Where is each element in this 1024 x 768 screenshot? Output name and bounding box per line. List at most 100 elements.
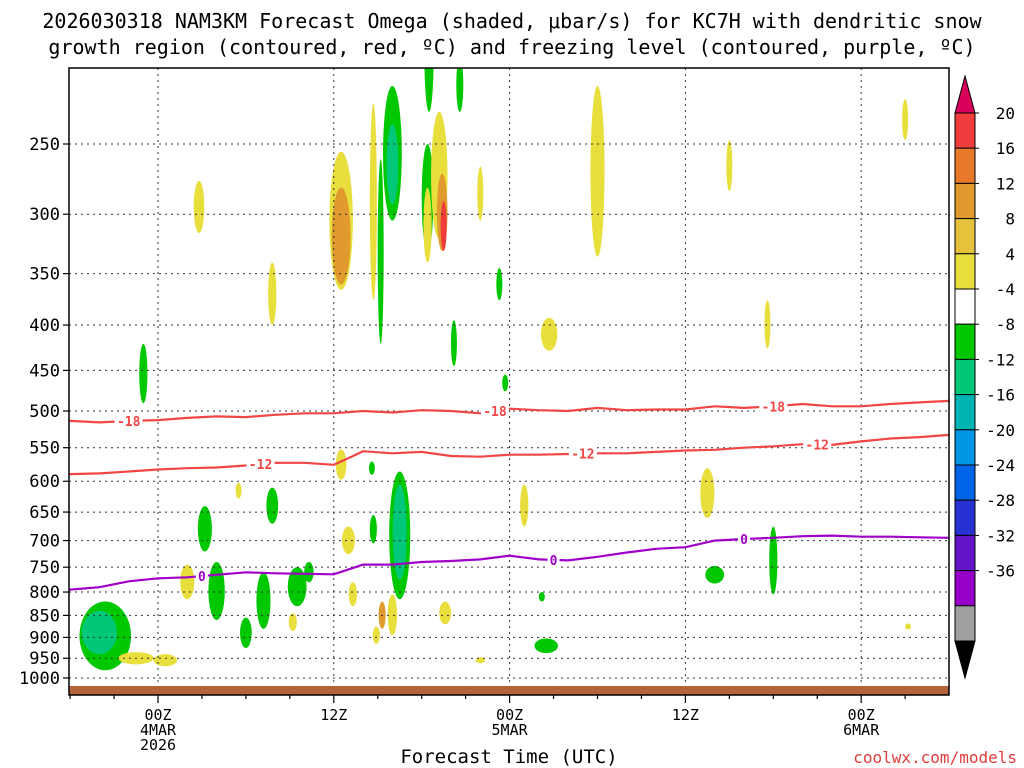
omega-blob <box>540 317 558 351</box>
colorbar-swatch <box>954 570 976 607</box>
dgz-minus12-label-bg <box>246 456 275 473</box>
omega-blob <box>369 103 377 301</box>
freezing-level-label: 0 <box>550 554 558 569</box>
omega-blob <box>235 482 242 499</box>
omega-blob <box>268 262 277 326</box>
omega-blob <box>342 526 355 555</box>
omega-blob <box>440 201 447 251</box>
colorbar-swatch <box>954 429 976 466</box>
omega-blob <box>266 487 279 524</box>
dgz-minus18-label-bg <box>114 412 143 429</box>
colorbar-label: -8 <box>996 315 1015 334</box>
colorbar-bottom-arrow <box>954 640 976 680</box>
colorbar-label: 12 <box>996 174 1015 193</box>
colorbar-label: -24 <box>986 456 1015 475</box>
y-tick-label: 650 <box>29 503 60 523</box>
omega-blob <box>764 300 771 349</box>
omega-blob <box>726 140 733 192</box>
omega-blob <box>208 562 225 620</box>
omega-blob <box>256 572 271 629</box>
x-tick-label: 2026 <box>140 736 176 754</box>
x-tick-label: 12Z <box>320 706 347 724</box>
y-tick-label: 1000 <box>19 669 60 689</box>
omega-blob <box>139 343 148 404</box>
colorbar-swatch <box>954 499 976 536</box>
chart-title-line1: 2026030318 NAM3KM Forecast Omega (shaded… <box>42 9 982 33</box>
omega-blob <box>348 582 357 607</box>
colorbar-label: -32 <box>986 526 1015 545</box>
y-tick-label: 250 <box>29 135 60 155</box>
omega-blob <box>902 99 909 141</box>
omega-blob <box>386 124 399 205</box>
omega-blob <box>475 657 485 664</box>
omega-blob <box>180 564 195 600</box>
colorbar-swatch <box>954 288 976 325</box>
y-tick-label: 800 <box>29 583 60 603</box>
omega-blob <box>387 594 398 636</box>
y-tick-label: 600 <box>29 472 60 492</box>
y-tick-label: 550 <box>29 439 60 459</box>
x-tick-label: 00Z <box>848 706 875 724</box>
omega-blob <box>439 601 452 625</box>
omega-blob <box>905 623 912 630</box>
colorbar-label: 4 <box>1005 245 1015 264</box>
omega-blob <box>502 374 509 392</box>
colorbar-swatch <box>954 112 976 149</box>
colorbar-label: 16 <box>996 139 1015 158</box>
y-tick-label: 700 <box>29 532 60 552</box>
dgz-minus18-label: -18 <box>117 415 141 430</box>
colorbar-label: -28 <box>986 491 1015 510</box>
x-axis-label: Forecast Time (UTC) <box>400 746 617 768</box>
freezing-level-label: 0 <box>740 533 748 548</box>
dgz-minus18-label-bg <box>759 398 788 415</box>
omega-blob <box>538 592 545 602</box>
dgz-minus12-label: -12 <box>571 448 594 463</box>
contour-layer: -18 -18 -18 -12 -12 -12 0 0 0 <box>69 398 949 591</box>
dgz-minus18-contour <box>69 399 949 424</box>
x-tick-label: 00Z <box>496 706 523 724</box>
colorbar-swatch <box>954 358 976 396</box>
freezing-level-label-bg <box>738 530 750 547</box>
omega-blob <box>288 613 297 631</box>
colorbar-swatch <box>954 253 976 290</box>
colorbar-label: -16 <box>986 386 1015 405</box>
omega-blob <box>331 187 351 285</box>
colorbar-swatch <box>954 147 976 184</box>
omega-blob <box>456 68 464 112</box>
omega-blob <box>700 468 715 518</box>
colorbar-swatch <box>954 323 976 360</box>
colorbar-label: 8 <box>1005 210 1015 229</box>
omega-blob <box>392 484 407 580</box>
y-tick-label: 500 <box>29 402 60 422</box>
omega-blob <box>372 626 380 644</box>
grid-lines <box>69 68 949 686</box>
colorbar-label: 20 <box>996 104 1015 123</box>
omega-blob <box>368 461 375 475</box>
freezing-level-label-bg <box>195 568 208 585</box>
colorbar-label: -12 <box>986 350 1015 369</box>
x-tick-label: 00Z <box>144 706 171 724</box>
omega-blob <box>477 166 484 221</box>
y-tick-label: 950 <box>29 649 60 669</box>
x-tick-label: 6MAR <box>843 721 880 739</box>
plot-background <box>69 68 949 695</box>
colorbar-label: -20 <box>986 421 1015 440</box>
omega-blob <box>304 562 314 583</box>
y-tick-label: 350 <box>29 265 60 285</box>
y-tick-label: 850 <box>29 606 60 626</box>
y-tick-label: 400 <box>29 316 60 336</box>
omega-blob <box>496 268 503 301</box>
omega-shading-layer <box>79 68 912 671</box>
x-tick-label: 4MAR <box>140 721 177 739</box>
omega-blob <box>424 68 434 112</box>
omega-blob <box>705 565 725 584</box>
freezing-level-label-bg <box>547 551 560 568</box>
colorbar-swatch <box>954 218 976 255</box>
omega-blob <box>534 638 558 654</box>
colorbar-top-arrow <box>954 74 976 114</box>
omega-blob <box>287 567 307 607</box>
y-tick-label: 750 <box>29 558 60 578</box>
ground-strip <box>69 686 949 695</box>
